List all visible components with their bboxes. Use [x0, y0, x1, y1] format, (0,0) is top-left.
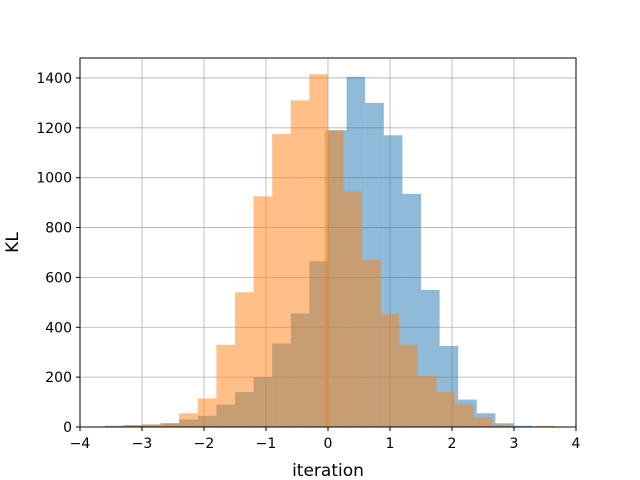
histogram-bar	[535, 425, 555, 427]
histogram-bar	[179, 413, 198, 427]
x-tick-label: −1	[256, 436, 277, 452]
histogram-bar	[436, 392, 456, 427]
histogram-bar	[343, 191, 363, 427]
histogram-bar	[197, 398, 217, 427]
y-tick-label: 1000	[36, 171, 72, 187]
histogram-bar	[492, 424, 511, 427]
y-tick-label: 800	[45, 221, 72, 237]
x-tick-label: 3	[510, 436, 519, 452]
x-tick-label: 1	[386, 436, 395, 452]
histogram-bar	[380, 313, 400, 427]
x-tick-label: −3	[132, 436, 153, 452]
histogram-bar	[399, 344, 418, 427]
y-axis-label: KL	[3, 232, 23, 253]
histogram-bar	[290, 100, 310, 427]
x-axis-ticks: −4 −3 −2 −1 0 1 2 3 4	[70, 427, 581, 452]
histogram-bar	[123, 425, 142, 427]
series-1-bars	[123, 74, 555, 427]
histogram-bar	[309, 74, 328, 427]
histogram-bar	[324, 130, 344, 427]
y-tick-label: 1400	[36, 71, 72, 87]
histogram-bar	[455, 404, 474, 427]
histogram-bar	[216, 344, 235, 427]
histogram-bar	[253, 196, 273, 427]
histogram-bar	[160, 423, 180, 427]
y-tick-label: 600	[45, 270, 72, 286]
y-tick-label: 400	[45, 320, 72, 336]
histogram-bar	[362, 259, 381, 427]
histogram-bar	[142, 424, 161, 427]
x-tick-label: −2	[194, 436, 215, 452]
y-tick-label: 200	[45, 370, 72, 386]
x-tick-label: −4	[70, 436, 91, 452]
x-tick-label: 2	[448, 436, 457, 452]
histogram-bar	[104, 425, 124, 427]
y-tick-label: 0	[63, 420, 72, 436]
x-tick-label: 0	[324, 436, 333, 452]
histogram-bar	[473, 417, 493, 427]
histogram-bar	[272, 134, 291, 427]
y-axis-ticks: 0 200 400 600 800 1000 1200 1400	[36, 71, 80, 436]
histogram-bars	[104, 74, 555, 428]
y-tick-label: 1200	[36, 121, 72, 137]
x-axis-label: iteration	[292, 461, 364, 480]
histogram-bar	[417, 375, 437, 427]
histogram-bar	[235, 292, 254, 427]
histogram-bar	[514, 425, 533, 427]
x-tick-label: 4	[572, 436, 581, 452]
